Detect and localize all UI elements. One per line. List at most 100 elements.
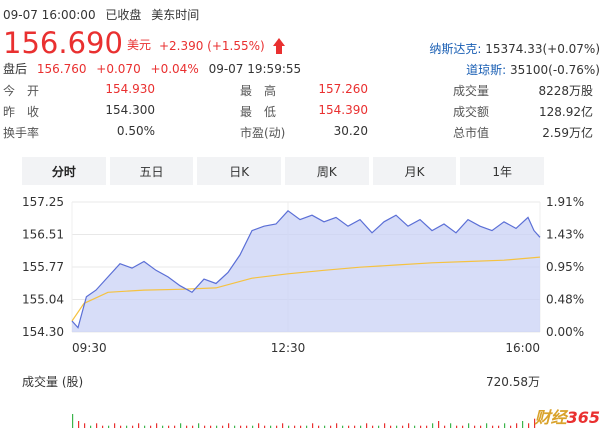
tab-weekly-k[interactable]: 周K	[285, 157, 369, 185]
volume-bar	[240, 425, 242, 428]
volume-bar	[90, 425, 92, 428]
stat-prev-close: 昨 收 154.300	[3, 103, 155, 120]
volume-bar	[348, 425, 350, 428]
stat-high-value: 157.260	[318, 82, 368, 96]
tab-one-year[interactable]: 1年	[460, 157, 545, 185]
volume-bar	[522, 421, 524, 428]
volume-bar	[324, 425, 326, 428]
volume-bar	[150, 425, 152, 428]
volume-bar	[498, 425, 500, 428]
volume-bar	[270, 425, 272, 428]
volume-bar	[312, 423, 314, 428]
volume-bar	[492, 425, 494, 428]
volume-bar	[102, 425, 104, 428]
stat-open-value: 154.930	[105, 82, 155, 96]
y-tick-left: 154.30	[22, 325, 64, 339]
volume-bars	[72, 414, 536, 428]
volume-bar	[132, 425, 134, 428]
index-dow-value: 35100(-0.76%)	[510, 63, 600, 77]
stat-turnover: 换手率 0.50%	[3, 124, 155, 141]
volume-bar	[366, 423, 368, 428]
volume-bar	[114, 423, 116, 428]
current-price: 156.690	[3, 26, 123, 60]
stat-open-label: 今 开	[3, 84, 40, 98]
volume-axis-label: 成交量 (股)	[22, 374, 83, 389]
volume-bar	[258, 423, 260, 428]
stat-amount-label: 成交额	[453, 105, 490, 119]
stat-volume-value: 8228万股	[538, 84, 593, 98]
price-change: +2.390 (+1.55%)	[158, 39, 265, 53]
stat-open: 今 开 154.930	[3, 82, 155, 99]
stat-high-label: 最 高	[240, 84, 277, 98]
volume-bar	[354, 425, 356, 428]
volume-bar	[414, 425, 416, 428]
volume-bar	[390, 425, 392, 428]
x-axis: 09:30 12:30 16:00	[72, 341, 540, 355]
volume-bar	[282, 423, 284, 428]
volume-max-label: 720.58万	[486, 375, 540, 389]
x-tick: 12:30	[271, 341, 306, 355]
volume-bar	[402, 425, 404, 428]
stat-mcap-value: 2.59万亿	[542, 126, 593, 140]
volume-bar	[120, 425, 122, 428]
tab-daily-k[interactable]: 日K	[197, 157, 282, 185]
stat-pe-label: 市盈(动)	[240, 126, 286, 140]
intraday-chart[interactable]: 157.25 156.51 155.77 155.04 154.30 1.91% 1.43…	[0, 190, 606, 430]
after-hours: 盘后 156.760 +0.070 +0.04% 09-07 19:59:55	[3, 60, 301, 77]
stat-mcap-label: 总市值	[453, 126, 490, 140]
volume-bar	[78, 421, 80, 428]
volume-bar	[96, 423, 98, 428]
volume-bar	[528, 423, 530, 428]
stat-low: 最 低 154.390	[240, 103, 368, 120]
volume-bar	[432, 423, 434, 428]
price-unit: 美元	[126, 38, 151, 52]
index-dow[interactable]: 道琼斯: 35100(-0.76%)	[466, 61, 600, 78]
volume-bar	[438, 421, 440, 428]
volume-bar	[306, 425, 308, 428]
volume-bar	[534, 418, 536, 428]
index-nasdaq-name[interactable]: 纳斯达克:	[429, 42, 482, 56]
volume-bar	[462, 425, 464, 428]
tab-intraday[interactable]: 分时	[22, 157, 106, 185]
y-tick-left: 156.51	[22, 228, 64, 242]
volume-bar	[192, 425, 194, 428]
volume-bar	[138, 423, 140, 428]
volume-bar	[84, 423, 86, 428]
stat-pe: 市盈(动) 30.20	[240, 124, 368, 141]
y-tick-left: 157.25	[22, 195, 64, 209]
volume-bar	[264, 425, 266, 428]
volume-bar	[246, 425, 248, 428]
status-datetime: 09-07 16:00:00	[3, 8, 96, 22]
tab-monthly-k[interactable]: 月K	[372, 157, 457, 185]
watermark-logo: 财经365	[534, 408, 600, 427]
price-row: 156.690 美元 +2.390 (+1.55%)	[3, 24, 285, 58]
index-nasdaq[interactable]: 纳斯达克: 15374.33(+0.07%)	[429, 40, 600, 57]
volume-bar	[162, 425, 164, 428]
volume-bar	[504, 423, 506, 428]
stat-low-value: 154.390	[318, 103, 368, 117]
y-tick-right: 0.00%	[546, 325, 584, 339]
volume-bar	[210, 425, 212, 428]
volume-bar	[468, 423, 470, 428]
after-hours-time: 09-07 19:59:55	[208, 62, 302, 76]
y-tick-left: 155.04	[22, 293, 64, 307]
y-axis-right: 1.91% 1.43% 0.95% 0.48% 0.00%	[546, 195, 584, 339]
volume-bar	[444, 425, 446, 428]
volume-bar	[408, 423, 410, 428]
index-dow-name[interactable]: 道琼斯:	[466, 63, 507, 77]
y-axis-left: 157.25 156.51 155.77 155.04 154.30	[22, 195, 64, 339]
volume-bar	[378, 425, 380, 428]
volume-bar	[276, 425, 278, 428]
tab-five-day[interactable]: 五日	[109, 157, 194, 185]
volume-bar	[318, 425, 320, 428]
volume-bar	[216, 425, 218, 428]
y-tick-right: 1.43%	[546, 228, 584, 242]
up-arrow-icon	[272, 38, 285, 54]
after-hours-price: 156.760	[36, 62, 87, 76]
stat-mcap: 总市值 2.59万亿	[453, 124, 593, 141]
x-tick: 16:00	[505, 341, 540, 355]
y-tick-right: 0.48%	[546, 293, 584, 307]
stat-pe-value: 30.20	[333, 124, 368, 138]
price-line	[71, 209, 541, 329]
index-nasdaq-value: 15374.33(+0.07%)	[485, 42, 600, 56]
